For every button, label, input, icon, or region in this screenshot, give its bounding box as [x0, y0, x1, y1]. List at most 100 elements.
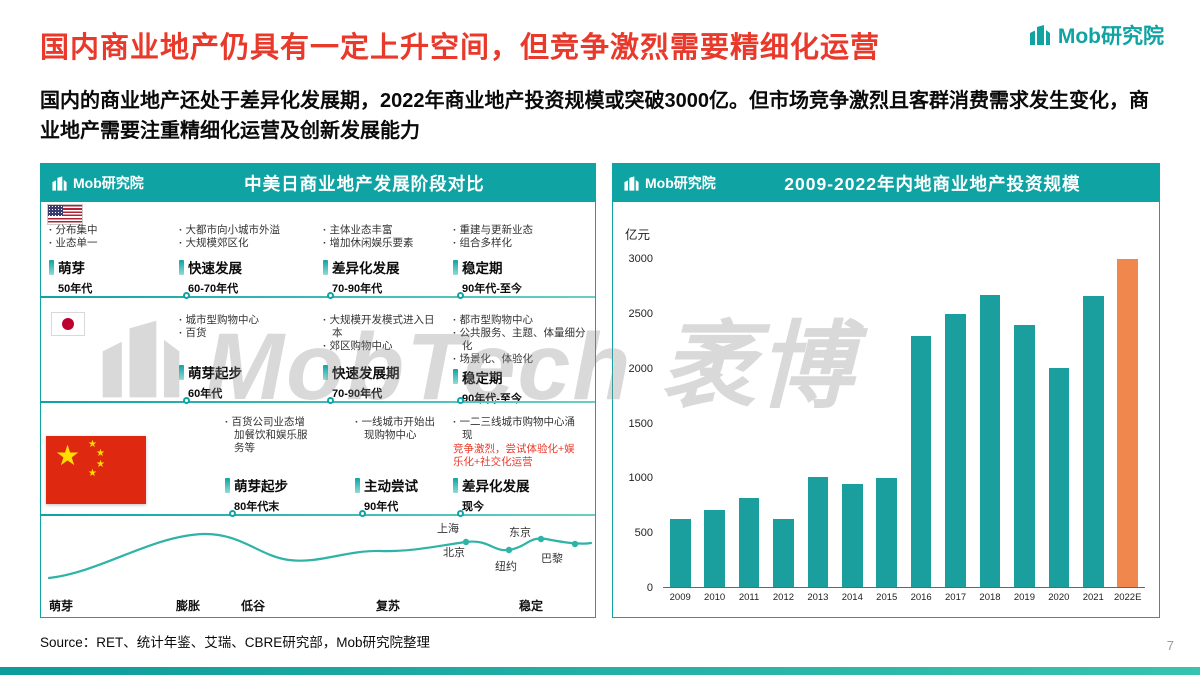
timeline-node [183, 292, 190, 299]
stage-bullet: 百货公司业态增加餐饮和娱乐服务等 [225, 416, 311, 455]
city-label: 上海 [437, 523, 459, 535]
stage-bullet: 城市型购物中心 [179, 314, 319, 327]
y-tick-label: 2000 [628, 362, 653, 375]
phase-label: 萌芽 [49, 599, 74, 613]
bar-2015 [876, 477, 898, 587]
star-icon: ★ [96, 459, 105, 470]
stage-bullet: 业态单一 [49, 237, 169, 250]
x-tick-label: 2021 [1082, 592, 1104, 603]
bar-2016 [910, 335, 932, 587]
bar-column: 2020 [1042, 259, 1076, 603]
stage-bullet: 大都市向小城市外溢 [179, 224, 319, 237]
timeline-node [359, 510, 366, 517]
stage-bullet: 公共服务、主题、体量细分化 [453, 327, 591, 353]
page-number: 7 [1166, 638, 1174, 653]
stage-marker-icon [225, 477, 230, 493]
stage-label: 主动尝试 [355, 475, 435, 495]
timeline-line [41, 296, 595, 298]
curve-svg [47, 532, 593, 580]
y-tick-label: 1500 [628, 417, 653, 430]
stage-bullet: 一二三线城市购物中心涌现 [453, 416, 581, 442]
bar-column: 2011 [732, 259, 766, 603]
x-tick-label: 2014 [841, 592, 863, 603]
bar-column: 2012 [766, 259, 800, 603]
bar-2009 [669, 519, 691, 587]
x-tick-label: 2013 [807, 592, 829, 603]
stage-period: 90年代-至今 [462, 392, 522, 405]
curve-dot [571, 540, 579, 548]
competition-note: 竞争激烈，尝试体验化+娱乐化+社交化运营 [453, 443, 575, 469]
bar-2020 [1048, 368, 1070, 587]
y-tick-label: 1000 [628, 472, 653, 485]
x-tick-label: 2010 [704, 592, 726, 603]
stage-bullet: 重建与更新业态 [453, 224, 591, 237]
star-icon: ★ [88, 468, 97, 479]
stage-usa-1: 大都市向小城市外溢大规模郊区化快速发展 60-70年代 [179, 224, 319, 296]
stage-period: 70-90年代 [332, 283, 383, 295]
y-axis: 0 500 1000 1500 2000 2500 3000 [617, 253, 657, 594]
bar-2013 [807, 476, 829, 587]
stage-bullet: 一线城市开始出现购物中心 [355, 416, 436, 442]
x-tick-label: 2015 [876, 592, 898, 603]
star-icon: ★ [88, 439, 97, 450]
bar-2018 [979, 295, 1001, 587]
city-label: 东京 [509, 527, 531, 539]
right-panel-title: 2009-2022年内地商业地产投资规模 [784, 173, 1081, 194]
bar-plot: 2009 2010 2011 2012 2013 2014 2015 2016 2017 2018… [663, 259, 1145, 603]
stage-marker-icon [323, 364, 328, 380]
curve-dot [462, 538, 470, 546]
bar-column: 2016 [904, 259, 938, 603]
stage-label: 萌芽起步 [179, 362, 319, 382]
bar-column: 2018 [973, 259, 1007, 603]
stage-period: 90年代 [364, 501, 399, 513]
stage-marker-icon [453, 259, 458, 275]
timeline-node [327, 397, 334, 404]
stage-usa-2: 主体业态丰富增加休闲娱乐要素差异化发展 70-90年代 [323, 224, 455, 296]
stage-label: 快速发展期 [323, 362, 435, 382]
left-panel-title: 中美日商业地产发展阶段对比 [244, 173, 485, 194]
stage-marker-icon [355, 477, 360, 493]
x-tick-label: 2018 [979, 592, 1001, 603]
brand-logo: Mob研究院 [1028, 20, 1164, 50]
bar-2022E [1117, 259, 1139, 587]
bar-column: 2009 [663, 259, 697, 603]
stage-bullet: 都市型购物中心 [453, 314, 591, 327]
x-tick-label: 2020 [1048, 592, 1070, 603]
page-title: 国内商业地产仍具有一定上升空间，但竞争激烈需要精细化运营 [40, 32, 881, 64]
bar-column: 2010 [697, 259, 731, 603]
stage-marker-icon [453, 369, 458, 384]
stage-bullet: 增加休闲娱乐要素 [323, 237, 455, 250]
mob-building-icon [623, 175, 640, 192]
curve-dot [505, 546, 513, 554]
stage-bullet: 大规模开发模式进入日本 [323, 314, 435, 340]
curve-dot [537, 535, 545, 543]
footer-accent-bar [0, 667, 1200, 675]
bar-2014 [842, 484, 863, 587]
stage-period: 70-90年代 [332, 388, 383, 400]
stage-bullet: 组合多样化 [453, 237, 591, 250]
y-tick-label: 0 [646, 582, 653, 594]
development-comparison-panel: Mob研究院 中美日商业地产发展阶段对比 ★ ★ ★ ★ ★ 分布集中业态单一萌… [40, 163, 596, 618]
stage-bullet: 场景化、体验化 [453, 353, 591, 366]
stage-bullet: 百货 [179, 327, 319, 340]
bar-column: 2022E [1110, 259, 1144, 603]
stage-period: 90年代-至今 [462, 283, 522, 295]
stage-label: 稳定期 [453, 367, 591, 387]
stage-label: 稳定期 [453, 257, 591, 277]
stage-bullet: 分布集中 [49, 224, 169, 237]
stage-marker-icon [179, 364, 184, 380]
timeline-node [457, 397, 464, 404]
bar-column: 2013 [801, 259, 835, 603]
investment-chart-panel: Mob研究院 2009-2022年内地商业地产投资规模 亿元 0 500 1000 1… [612, 163, 1160, 618]
stage-japan-1: 大规模开发模式进入日本郊区购物中心快速发展期 70-90年代 [323, 314, 435, 401]
bar-column: 2017 [938, 259, 972, 603]
x-tick-label: 2017 [945, 592, 967, 603]
mob-building-icon [51, 175, 68, 192]
stage-period: 80年代末 [234, 501, 280, 513]
japan-flag [51, 312, 85, 336]
stage-label: 萌芽 [49, 257, 169, 277]
timeline-node [229, 510, 236, 517]
stage-period: 60-70年代 [188, 283, 239, 295]
